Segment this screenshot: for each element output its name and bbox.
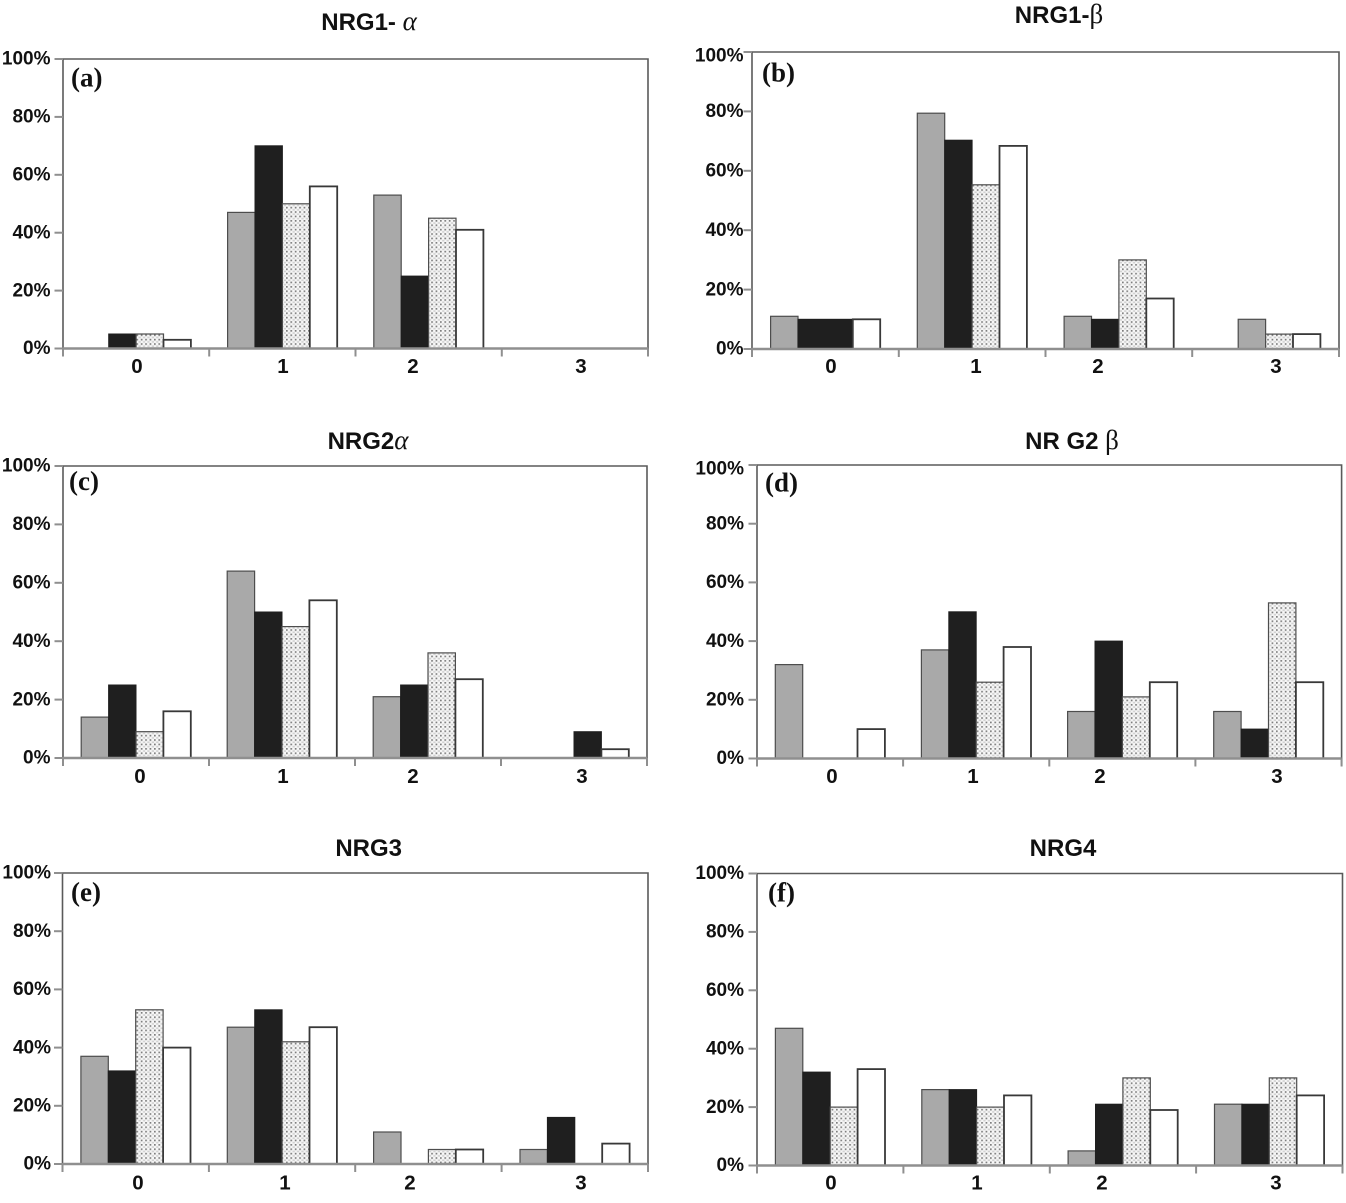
svg-text:1: 1 [277, 765, 288, 788]
svg-text:100%: 100% [695, 459, 744, 480]
svg-text:40%: 40% [706, 1038, 744, 1059]
svg-text:0: 0 [826, 765, 837, 788]
svg-text:60%: 60% [12, 165, 50, 186]
svg-text:0: 0 [134, 765, 145, 788]
svg-text:NRG3: NRG3 [335, 835, 402, 862]
svg-text:NRG2α: NRG2α [328, 425, 410, 455]
svg-text:2: 2 [1094, 765, 1105, 788]
svg-text:0: 0 [132, 1172, 143, 1195]
svg-text:20%: 20% [706, 690, 744, 711]
svg-text:100%: 100% [2, 49, 51, 70]
svg-text:60%: 60% [705, 161, 743, 182]
svg-text:0: 0 [131, 355, 142, 378]
svg-text:40%: 40% [12, 631, 50, 652]
svg-text:20%: 20% [706, 1097, 744, 1118]
svg-text:100%: 100% [2, 456, 51, 477]
svg-text:1: 1 [970, 355, 981, 378]
svg-text:0: 0 [825, 1172, 836, 1195]
svg-text:0: 0 [825, 355, 836, 378]
svg-text:0%: 0% [24, 1154, 52, 1175]
svg-text:40%: 40% [12, 222, 50, 243]
svg-text:NRG1- α: NRG1- α [321, 6, 417, 36]
svg-text:20%: 20% [12, 280, 50, 301]
svg-text:NR G2 β: NR G2 β [1025, 425, 1119, 455]
svg-text:40%: 40% [706, 631, 744, 652]
svg-text:80%: 80% [13, 921, 51, 942]
svg-text:3: 3 [1271, 765, 1282, 788]
svg-text:(a): (a) [71, 63, 102, 93]
svg-text:0%: 0% [717, 1155, 745, 1176]
svg-text:80%: 80% [706, 922, 744, 943]
svg-text:(e): (e) [71, 877, 101, 907]
svg-text:(b): (b) [762, 58, 795, 88]
svg-text:80%: 80% [12, 514, 50, 535]
svg-text:40%: 40% [13, 1037, 51, 1058]
svg-text:3: 3 [1270, 1172, 1281, 1195]
svg-text:80%: 80% [12, 107, 50, 128]
svg-text:(f): (f) [768, 878, 795, 908]
svg-text:0%: 0% [717, 748, 745, 769]
svg-text:1: 1 [277, 355, 288, 378]
svg-text:2: 2 [407, 765, 418, 788]
svg-text:20%: 20% [705, 279, 743, 300]
svg-text:(d): (d) [765, 468, 798, 498]
svg-text:60%: 60% [13, 979, 51, 1000]
svg-text:80%: 80% [705, 101, 743, 122]
svg-text:2: 2 [404, 1172, 415, 1195]
svg-text:3: 3 [1270, 355, 1281, 378]
svg-text:20%: 20% [12, 689, 50, 710]
svg-text:60%: 60% [706, 980, 744, 1001]
svg-text:1: 1 [971, 1172, 982, 1195]
svg-text:1: 1 [967, 765, 978, 788]
svg-text:0%: 0% [23, 748, 51, 769]
svg-text:100%: 100% [695, 863, 744, 884]
svg-text:0%: 0% [23, 338, 51, 359]
svg-text:2: 2 [407, 355, 418, 378]
svg-text:60%: 60% [12, 573, 50, 594]
svg-text:3: 3 [575, 355, 586, 378]
svg-text:60%: 60% [706, 572, 744, 593]
svg-text:(c): (c) [69, 466, 99, 496]
svg-text:100%: 100% [695, 46, 744, 67]
svg-text:3: 3 [575, 1172, 586, 1195]
svg-text:NRG4: NRG4 [1030, 835, 1097, 862]
svg-text:20%: 20% [13, 1096, 51, 1117]
svg-text:80%: 80% [706, 513, 744, 534]
svg-text:3: 3 [576, 765, 587, 788]
svg-text:2: 2 [1096, 1172, 1107, 1195]
svg-text:0%: 0% [716, 339, 744, 360]
svg-text:2: 2 [1092, 355, 1103, 378]
svg-text:40%: 40% [705, 220, 743, 241]
svg-text:1: 1 [279, 1172, 290, 1195]
svg-text:100%: 100% [2, 863, 51, 884]
svg-text:NRG1-β: NRG1-β [1015, 0, 1103, 29]
